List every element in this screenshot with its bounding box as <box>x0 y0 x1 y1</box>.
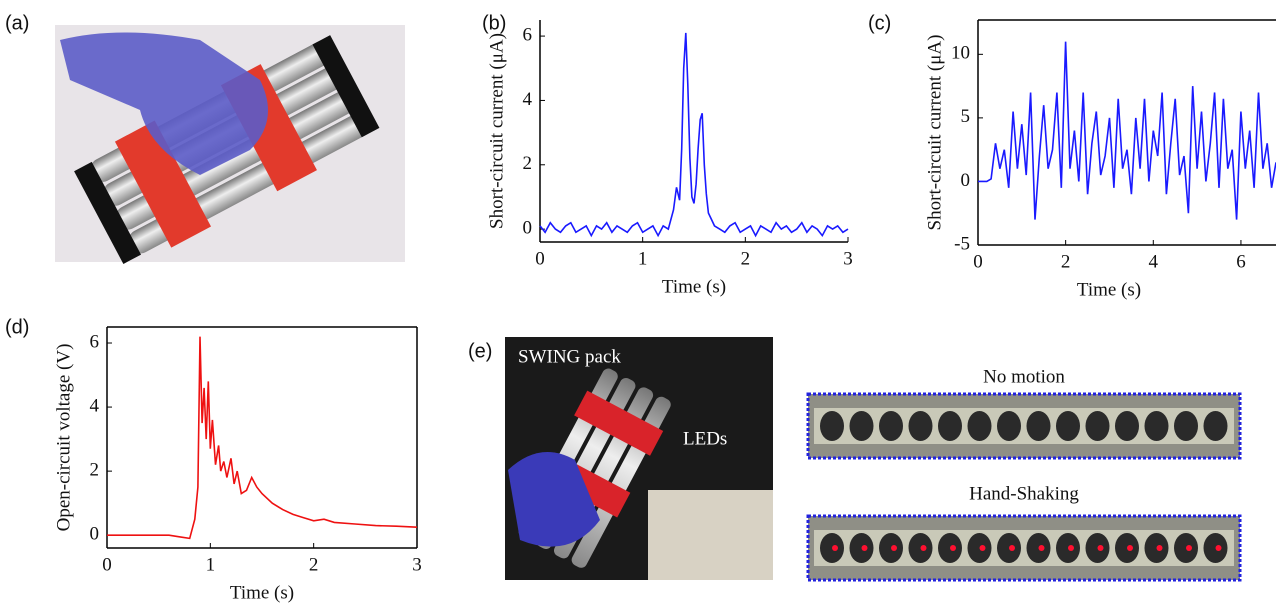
led-glow <box>832 545 838 551</box>
strip-caption: No motion <box>983 366 1065 387</box>
y-tick-label: 0 <box>961 170 971 191</box>
led-glow <box>891 545 897 551</box>
led-glow <box>1097 545 1104 551</box>
x-axis-label: Time (s) <box>1077 279 1141 300</box>
led <box>1115 411 1139 441</box>
y-axis-label: Short-circuit current (μA) <box>486 33 507 229</box>
panel-label: (b) <box>482 12 506 34</box>
led-glow <box>861 545 868 551</box>
x-axis-label: Time (s) <box>662 276 726 297</box>
x-tick-label: 2 <box>741 248 751 269</box>
led-glow <box>979 545 986 551</box>
led-glow <box>1156 545 1163 551</box>
panel-label: (c) <box>868 12 891 34</box>
data-line <box>107 336 418 540</box>
led <box>1026 411 1051 441</box>
led-glow <box>920 545 927 551</box>
y-axis-label: Open-circuit voltage (V) <box>53 344 74 532</box>
led-glow <box>1127 545 1133 551</box>
strip-band <box>814 530 1234 566</box>
x-tick-label: 0 <box>102 554 112 575</box>
y-axis-label: Short-circuit current (μA) <box>924 35 945 231</box>
led <box>820 411 844 441</box>
x-axis-label: Time (s) <box>230 582 294 603</box>
led <box>1174 411 1198 441</box>
panel-label: (a) <box>5 12 29 34</box>
led <box>849 411 874 441</box>
x-tick-label: 3 <box>412 554 422 575</box>
led <box>1085 411 1110 441</box>
led <box>1056 411 1080 441</box>
y-tick-label: 6 <box>90 331 100 352</box>
led <box>1203 411 1228 441</box>
x-tick-label: 1 <box>206 554 216 575</box>
photo-label: LEDs <box>683 428 727 449</box>
led <box>1144 411 1169 441</box>
y-tick-label: 2 <box>523 153 533 174</box>
led-strips <box>806 392 1242 582</box>
led-glow <box>950 545 956 551</box>
photo-label: SWING pack <box>518 346 621 367</box>
y-tick-label: -5 <box>954 233 970 254</box>
x-tick-label: 3 <box>843 248 853 269</box>
photo-a <box>55 25 405 264</box>
led-glow <box>1215 545 1222 551</box>
led-glow <box>1038 545 1045 551</box>
x-tick-label: 0 <box>535 248 545 269</box>
x-tick-label: 6 <box>1236 251 1246 272</box>
strip-band <box>814 408 1234 444</box>
y-tick-label: 10 <box>951 43 970 64</box>
x-tick-label: 4 <box>1149 251 1159 272</box>
y-tick-label: 5 <box>961 106 971 127</box>
y-tick-label: 4 <box>523 89 533 110</box>
panel-label: (d) <box>5 316 29 338</box>
led <box>879 411 903 441</box>
led-glow <box>1009 545 1015 551</box>
led <box>938 411 962 441</box>
panel-label: (e) <box>468 340 492 362</box>
y-tick-label: 0 <box>90 524 100 545</box>
data-line <box>539 32 849 238</box>
photo-e <box>505 337 773 580</box>
y-tick-label: 0 <box>523 217 533 238</box>
x-tick-label: 2 <box>309 554 319 575</box>
led <box>908 411 933 441</box>
y-tick-label: 2 <box>90 459 100 480</box>
strip-caption: Hand-Shaking <box>969 483 1079 504</box>
y-tick-label: 6 <box>523 24 533 45</box>
y-tick-label: 4 <box>90 395 100 416</box>
led-glow <box>1186 545 1192 551</box>
led <box>997 411 1021 441</box>
x-tick-label: 1 <box>638 248 648 269</box>
x-tick-label: 0 <box>973 251 983 272</box>
data-line <box>978 41 1276 220</box>
x-tick-label: 2 <box>1061 251 1071 272</box>
led <box>967 411 992 441</box>
led-glow <box>1068 545 1074 551</box>
